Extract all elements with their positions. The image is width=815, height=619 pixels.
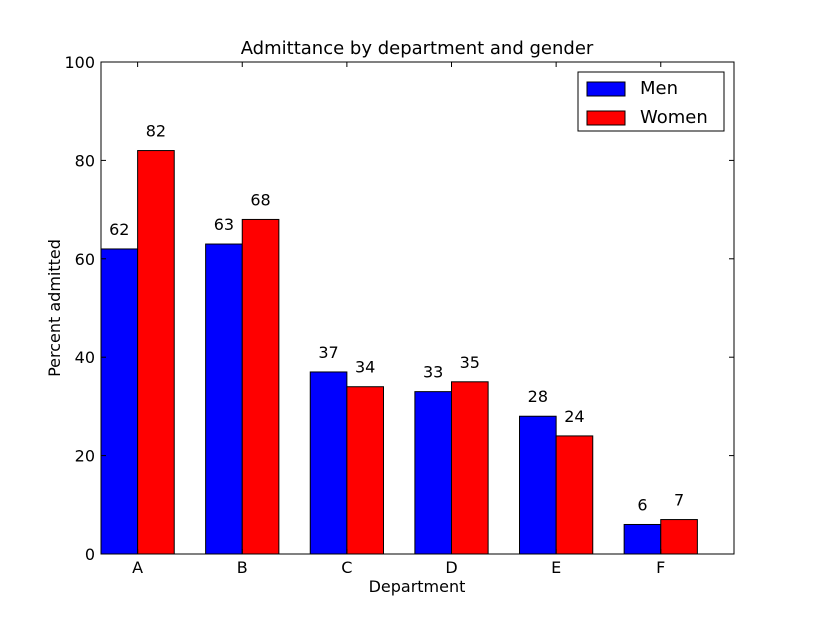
x-tick-label-f: F	[656, 558, 665, 577]
bar-men-d	[414, 391, 453, 555]
bar-value-label-men-d: 33	[423, 363, 443, 382]
chart-title: Admittance by department and gender	[241, 38, 594, 59]
legend-label-women: Women	[640, 107, 708, 128]
legend-label-men: Men	[640, 78, 678, 99]
bar-value-label-women-b: 68	[250, 190, 270, 209]
bar-value-label-men-a: 62	[109, 220, 129, 239]
bar-women-d	[451, 381, 489, 555]
bar-value-label-men-f: 6	[637, 495, 647, 514]
bar-labels-group: 62 63 37 33 28 6 82 68 34 35 24 7	[109, 122, 684, 515]
bar-women-e	[555, 435, 594, 555]
bar-men-f	[623, 523, 662, 555]
bar-men-e	[519, 415, 557, 555]
bar-value-label-women-f: 7	[674, 491, 684, 510]
bar-value-label-women-e: 24	[564, 407, 584, 426]
legend-swatch-men	[586, 81, 626, 97]
bars-group	[100, 150, 698, 555]
y-axis-label: Percent admitted	[45, 239, 64, 377]
bar-value-label-men-e: 28	[528, 387, 548, 406]
legend: Men Women	[577, 71, 725, 132]
x-tick-label-c: C	[341, 558, 352, 577]
bar-men-a	[100, 248, 139, 555]
bar-value-label-men-b: 63	[214, 215, 234, 234]
x-tick-label-e: E	[551, 558, 561, 577]
bar-men-c	[309, 371, 348, 555]
bar-women-f	[660, 519, 698, 555]
x-tick-label-a: A	[132, 558, 143, 577]
y-tick-label: 0	[85, 545, 95, 564]
y-tick-label: 60	[75, 250, 95, 269]
y-axis-ticks: 0 20 40 60 80 100	[64, 53, 734, 564]
x-axis-ticks: A B C D E F	[132, 62, 665, 577]
y-tick-label: 80	[75, 151, 95, 170]
y-tick-label: 40	[75, 348, 95, 367]
bar-value-label-women-d: 35	[460, 353, 480, 372]
x-tick-label-d: D	[445, 558, 457, 577]
bar-women-a	[137, 150, 175, 555]
bar-women-c	[346, 386, 384, 555]
bar-value-label-women-a: 82	[146, 122, 166, 141]
bar-men-b	[205, 243, 243, 555]
bar-value-label-women-c: 34	[355, 358, 375, 377]
plot-area-frame	[100, 61, 735, 555]
bar-value-label-men-c: 37	[318, 343, 338, 362]
x-tick-label-b: B	[237, 558, 248, 577]
y-tick-label: 100	[64, 53, 95, 72]
legend-swatch-women	[586, 110, 626, 126]
y-tick-label: 20	[75, 447, 95, 466]
x-axis-label: Department	[369, 577, 466, 596]
bar-women-b	[241, 218, 280, 555]
